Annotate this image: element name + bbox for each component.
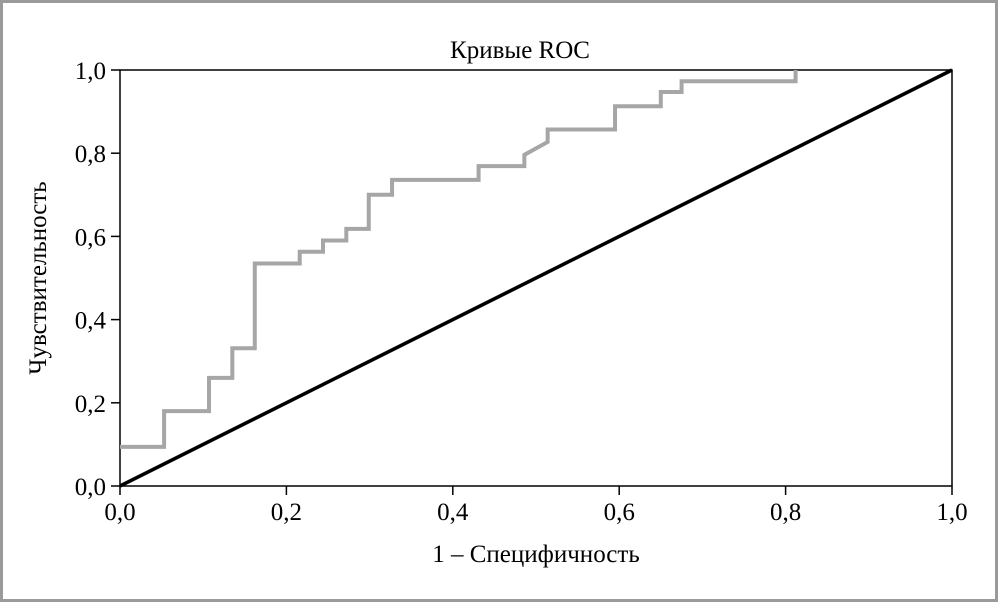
x-tick-label: 0,0 <box>104 499 135 526</box>
x-tick-label: 1,0 <box>936 499 967 526</box>
x-tick-label: 0,2 <box>271 499 302 526</box>
y-axis-label: Чувствительность <box>25 181 52 374</box>
y-tick-label: 0,2 <box>75 391 106 418</box>
roc-curve-line <box>120 70 798 449</box>
reference-diagonal-line <box>119 68 953 488</box>
plot-area-border <box>119 69 953 487</box>
y-tick-label: 0,0 <box>75 474 106 501</box>
axes: 0,0 0,2 0,4 0,6 0,8 1,0 0,0 0,2 0,4 0,6 0,8 1,0 <box>75 58 968 526</box>
x-tick-label: 0,8 <box>770 499 801 526</box>
x-tick-label: 0,6 <box>604 499 635 526</box>
y-tick-label: 0,6 <box>75 224 106 251</box>
chart-title: Кривые ROC <box>450 37 590 64</box>
y-tick-label: 0,4 <box>75 308 107 335</box>
y-tick-label: 0,8 <box>75 141 106 168</box>
x-axis-label: 1 – Специфичность <box>432 541 639 568</box>
x-tick-label: 0,4 <box>437 499 469 526</box>
y-tick-label: 1,0 <box>75 58 106 85</box>
series-group <box>119 68 953 488</box>
